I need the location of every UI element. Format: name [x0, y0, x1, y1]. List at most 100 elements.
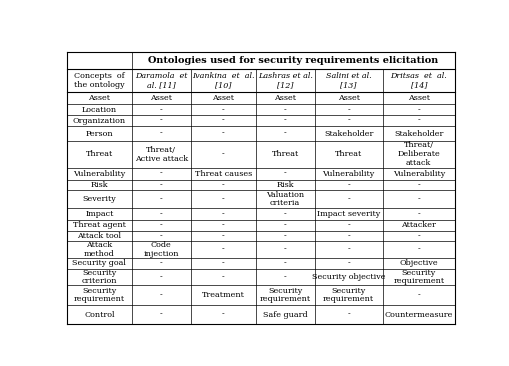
Text: Daramola  et
al. [11]: Daramola et al. [11]	[135, 72, 188, 89]
Text: Asset: Asset	[212, 94, 234, 102]
Text: -: -	[222, 311, 224, 318]
Text: Attack tool: Attack tool	[77, 232, 122, 240]
Text: Vulnerability: Vulnerability	[392, 169, 445, 178]
Text: -: -	[160, 291, 163, 299]
Text: -: -	[417, 106, 420, 114]
Text: Threat: Threat	[335, 150, 362, 158]
Text: Threat causes: Threat causes	[194, 169, 252, 178]
Text: Valuation
criteria: Valuation criteria	[266, 191, 304, 208]
Text: -: -	[222, 221, 224, 229]
Text: Concepts  of
the ontology: Concepts of the ontology	[74, 72, 125, 89]
Text: Lashras et al.
[12]: Lashras et al. [12]	[258, 72, 313, 89]
Text: Risk: Risk	[91, 181, 108, 189]
Text: -: -	[284, 210, 287, 218]
Text: Dritsas  et  al.
[14]: Dritsas et al. [14]	[390, 72, 447, 89]
Text: -: -	[284, 106, 287, 114]
Text: -: -	[347, 259, 350, 267]
Text: Security goal: Security goal	[72, 259, 126, 267]
Text: -: -	[417, 246, 420, 254]
Text: -: -	[222, 259, 224, 267]
Text: Threat agent: Threat agent	[73, 221, 126, 229]
Text: -: -	[160, 273, 163, 281]
Text: -: -	[222, 150, 224, 158]
Text: Code
injection: Code injection	[144, 241, 179, 258]
Text: Vulnerability: Vulnerability	[73, 169, 126, 178]
Text: Threat: Threat	[86, 150, 113, 158]
Text: -: -	[160, 232, 163, 240]
Text: Stakeholder: Stakeholder	[394, 130, 443, 138]
Text: Threat/
Active attack: Threat/ Active attack	[135, 146, 188, 163]
Text: -: -	[284, 221, 287, 229]
Text: Threat: Threat	[272, 150, 299, 158]
Text: Security objective: Security objective	[312, 273, 385, 281]
Text: Security
requirement: Security requirement	[260, 287, 311, 303]
Text: -: -	[160, 259, 163, 267]
Text: -: -	[417, 232, 420, 240]
Text: -: -	[284, 232, 287, 240]
Text: Safe guard: Safe guard	[263, 311, 307, 318]
Text: Objective: Objective	[400, 259, 438, 267]
Text: Asset: Asset	[274, 94, 296, 102]
Text: Attack
method: Attack method	[84, 241, 115, 258]
Text: -: -	[160, 130, 163, 138]
Text: -: -	[417, 117, 420, 125]
Text: -: -	[347, 311, 350, 318]
Text: -: -	[284, 117, 287, 125]
Text: Severity: Severity	[82, 195, 116, 203]
Text: -: -	[222, 210, 224, 218]
Text: -: -	[222, 181, 224, 189]
Text: Asset: Asset	[337, 94, 360, 102]
Text: -: -	[417, 291, 420, 299]
Text: -: -	[222, 106, 224, 114]
Text: -: -	[222, 246, 224, 254]
Text: Asset: Asset	[408, 94, 430, 102]
Text: Ivankina  et  al.
[10]: Ivankina et al. [10]	[192, 72, 254, 89]
Text: -: -	[284, 130, 287, 138]
Text: -: -	[347, 106, 350, 114]
Text: -: -	[417, 181, 420, 189]
Text: Security
requirement: Security requirement	[74, 287, 125, 303]
Text: -: -	[284, 169, 287, 178]
Text: Security
requirement: Security requirement	[393, 269, 444, 285]
Text: -: -	[160, 117, 163, 125]
Text: Security
criterion: Security criterion	[81, 269, 117, 285]
Text: -: -	[160, 210, 163, 218]
Text: -: -	[284, 246, 287, 254]
Text: -: -	[284, 273, 287, 281]
Text: Countermeasure: Countermeasure	[385, 311, 453, 318]
Text: Organization: Organization	[73, 117, 126, 125]
Text: -: -	[160, 169, 163, 178]
Text: -: -	[222, 232, 224, 240]
Text: -: -	[222, 117, 224, 125]
Text: Salini et al.
[13]: Salini et al. [13]	[326, 72, 372, 89]
Text: -: -	[347, 181, 350, 189]
Text: -: -	[347, 246, 350, 254]
Text: -: -	[222, 195, 224, 203]
Text: Control: Control	[84, 311, 115, 318]
Text: -: -	[160, 106, 163, 114]
Text: Location: Location	[82, 106, 117, 114]
Text: Security
requirement: Security requirement	[323, 287, 374, 303]
Text: Asset: Asset	[89, 94, 110, 102]
Text: Stakeholder: Stakeholder	[324, 130, 373, 138]
Text: -: -	[347, 232, 350, 240]
Text: -: -	[160, 221, 163, 229]
Text: -: -	[160, 195, 163, 203]
Text: -: -	[222, 273, 224, 281]
Text: -: -	[417, 195, 420, 203]
Text: -: -	[347, 221, 350, 229]
Text: Vulnerability: Vulnerability	[323, 169, 375, 178]
Text: -: -	[160, 181, 163, 189]
Text: Asset: Asset	[150, 94, 173, 102]
Text: -: -	[160, 311, 163, 318]
Text: -: -	[347, 117, 350, 125]
Text: Attacker: Attacker	[402, 221, 436, 229]
Text: -: -	[222, 130, 224, 138]
Text: Risk: Risk	[276, 181, 294, 189]
Text: Impact: Impact	[85, 210, 114, 218]
Text: Person: Person	[86, 130, 113, 138]
Text: Ontologies used for security requirements elicitation: Ontologies used for security requirement…	[148, 56, 439, 65]
Text: -: -	[284, 259, 287, 267]
Text: Threat/
Deliberate
attack: Threat/ Deliberate attack	[398, 141, 440, 167]
Text: -: -	[347, 195, 350, 203]
